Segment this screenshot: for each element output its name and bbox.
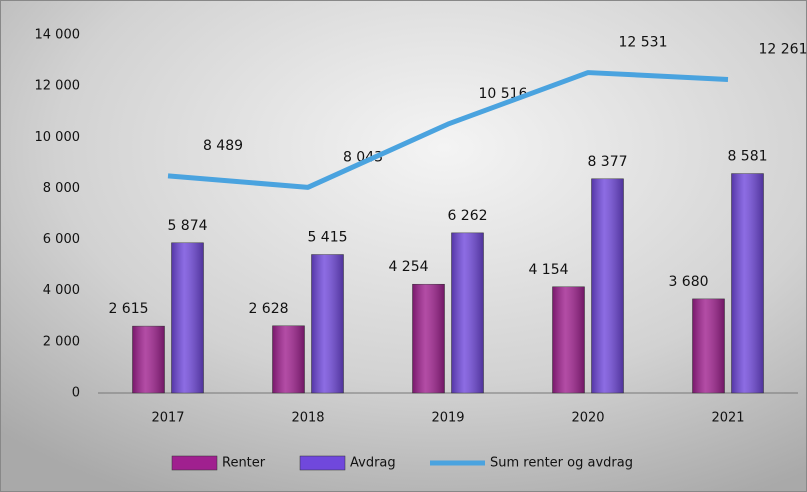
legend-swatch (171, 455, 218, 471)
data-label: 6 262 (447, 208, 487, 224)
bar-shade (731, 173, 764, 393)
bar-shade (552, 286, 585, 393)
data-label: 3 680 (668, 274, 708, 290)
data-label: 4 154 (528, 262, 568, 278)
bar-shade (311, 254, 344, 393)
y-tick-label: 6 000 (43, 232, 80, 247)
y-tick-label: 4 000 (43, 283, 80, 298)
y-tick-label: 12 000 (35, 79, 81, 94)
bar-shade (692, 298, 725, 393)
data-label: 8 581 (727, 149, 767, 165)
data-label: 2 615 (108, 301, 148, 317)
y-tick-label: 2 000 (43, 334, 80, 349)
data-label: 5 874 (167, 218, 207, 234)
y-tick-label: 14 000 (35, 28, 81, 43)
data-label: 12 261 (759, 41, 807, 57)
data-label: 5 415 (307, 230, 347, 246)
y-tick-label: 8 000 (43, 181, 80, 196)
bar-shade (412, 284, 445, 393)
x-tick-label: 2021 (711, 411, 744, 426)
data-label: 8 043 (343, 149, 383, 165)
legend-swatch (299, 455, 346, 471)
data-label: 8 377 (587, 154, 627, 170)
legend-label: Avdrag (350, 456, 396, 471)
bar-shade (451, 232, 484, 393)
line (167, 70, 729, 190)
x-tick-label: 2019 (431, 411, 464, 426)
legend-label: Sum renter og avdrag (490, 456, 633, 471)
x-tick-label: 2020 (571, 411, 604, 426)
data-label: 2 628 (248, 301, 288, 317)
x-tick-label: 2018 (291, 411, 324, 426)
legend-label: Renter (222, 456, 266, 471)
data-label: 12 531 (619, 35, 668, 51)
y-tick-label: 10 000 (35, 130, 81, 145)
bar-shade (591, 178, 624, 393)
data-label: 8 489 (203, 138, 243, 154)
y-tick-label: 0 (72, 386, 80, 401)
bar-shade (272, 325, 305, 393)
x-tick-label: 2017 (151, 411, 184, 426)
bar-shade (171, 242, 204, 393)
data-label: 4 254 (388, 259, 428, 275)
bar-shade (132, 326, 165, 393)
